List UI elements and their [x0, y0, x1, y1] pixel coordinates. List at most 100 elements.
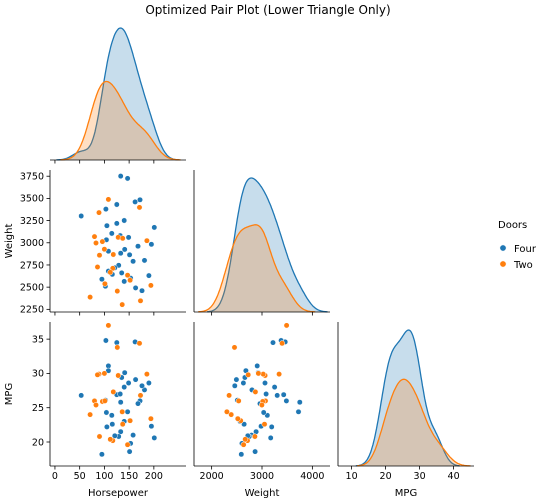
scatter-point-two [105, 196, 112, 203]
scatter-point-two [110, 251, 117, 258]
scatter-point-two [124, 441, 131, 448]
scatter-point-four [108, 412, 115, 419]
scatter-point-four [148, 241, 155, 248]
scatter-point-four [135, 400, 141, 407]
scatter-point-four [263, 391, 270, 397]
scatter-point-two [279, 340, 286, 347]
scatter-point-four [117, 391, 124, 397]
scatter-point-four [151, 224, 158, 231]
y-tick-label: 2250 [20, 305, 44, 316]
y-tick-label: 2750 [20, 260, 44, 271]
scatter-point-two [94, 371, 101, 378]
scatter-point-four [283, 397, 290, 404]
scatter-point-two [119, 408, 126, 415]
scatter-point-four [124, 408, 131, 415]
scatter-point-four [267, 434, 274, 441]
scatter-point-two [137, 297, 144, 304]
scatter-point-two [136, 340, 143, 347]
scatter-point-four [121, 369, 128, 376]
scatter-point-four [132, 376, 139, 383]
x-axis-label-horsepower: Horsepower [88, 488, 149, 499]
scatter-point-four [98, 276, 105, 283]
scatter-point-four [113, 201, 120, 208]
x-tick-label: 2000 [200, 471, 224, 482]
scatter-point-two [101, 246, 108, 253]
scatter-point-four [295, 408, 302, 415]
kde-area-four-mpg [355, 330, 460, 466]
scatter-point-four [137, 196, 143, 203]
kde-area-two-hp [60, 81, 181, 160]
scatter-point-four [125, 380, 132, 386]
x-tick-label: 200 [145, 471, 163, 482]
scatter-point-two [93, 402, 99, 408]
x-tick-label: 4000 [300, 471, 324, 482]
scatter-point-four [118, 269, 125, 276]
scatter-point-four [254, 362, 261, 369]
scatter-point-two [136, 204, 143, 211]
scatter-point-two [226, 392, 233, 399]
scatter-point-two [107, 269, 114, 276]
scatter-point-two [251, 433, 258, 440]
kde-area-four-wt [207, 178, 328, 312]
scatter-point-four [121, 384, 128, 391]
scatter-point-four [105, 367, 112, 374]
scatter-point-four [126, 448, 133, 455]
x-tick-label: 10 [346, 471, 358, 482]
kde-line-two-mpg [357, 378, 471, 467]
scatter-point-four [98, 451, 105, 458]
scatter-point-four [233, 376, 240, 383]
scatter-point-two [143, 371, 150, 378]
x-tick-label: 40 [448, 471, 460, 482]
x-tick-label: 0 [52, 471, 58, 482]
y-tick-label: 3250 [20, 216, 44, 227]
scatter-point-two [124, 272, 131, 279]
scatter-point-four [238, 451, 245, 458]
scatter-point-four [117, 173, 124, 180]
legend: Doors Four Two [498, 220, 537, 271]
scatter-point-four [135, 243, 141, 250]
scatter-point-two [119, 421, 126, 428]
scatter-point-two [119, 235, 126, 242]
scatter-point-two [143, 237, 150, 244]
x-axis-label-weight: Weight [245, 488, 280, 499]
scatter-point-two [260, 371, 267, 378]
scatter-point-four [231, 382, 238, 389]
scatter-point-two [96, 433, 103, 440]
scatter-point-four [121, 217, 128, 224]
scatter-point-two [258, 402, 265, 408]
scatter-point-two [228, 411, 235, 418]
scatter-point-two [96, 252, 103, 259]
scatter-point-four [145, 272, 152, 279]
scatter-point-two [115, 372, 122, 379]
scatter-point-two [147, 282, 154, 289]
scatter-point-two [99, 238, 106, 245]
scatter-point-two [255, 370, 262, 377]
scatter-point-four [139, 287, 145, 294]
scatter-point-four [103, 222, 110, 229]
scatter-point-two [91, 233, 98, 240]
scatter-point-two [87, 411, 94, 418]
scatter-point-two [101, 370, 108, 377]
kde-line-two-wt [198, 224, 316, 313]
scatter-point-two [276, 371, 283, 378]
scatter-point-four [130, 432, 137, 439]
scatter-point-four [132, 284, 139, 291]
x-tick-label: 50 [74, 471, 86, 482]
scatter-point-four [148, 423, 155, 430]
panels-layer: 2250 2500 2750 3000 3250 3500 3750 0 50 100 150 200… [4, 27, 474, 499]
scatter-point-two [101, 397, 108, 404]
legend-label-four: Four [514, 244, 537, 255]
scatter-point-two [223, 408, 230, 415]
y-axis-label-weight: Weight [4, 224, 15, 259]
scatter-point-four [139, 382, 145, 389]
scatter-point-two [119, 301, 126, 308]
x-tick-label: 3000 [250, 471, 274, 482]
scatter-point-four [108, 230, 115, 237]
scatter-point-four [78, 392, 85, 399]
scatter-point-four [117, 250, 124, 257]
x-tick-label: 100 [95, 471, 113, 482]
scatter-point-two [137, 392, 144, 399]
scatter-point-four [124, 175, 131, 182]
scatter-point-four [141, 257, 148, 264]
